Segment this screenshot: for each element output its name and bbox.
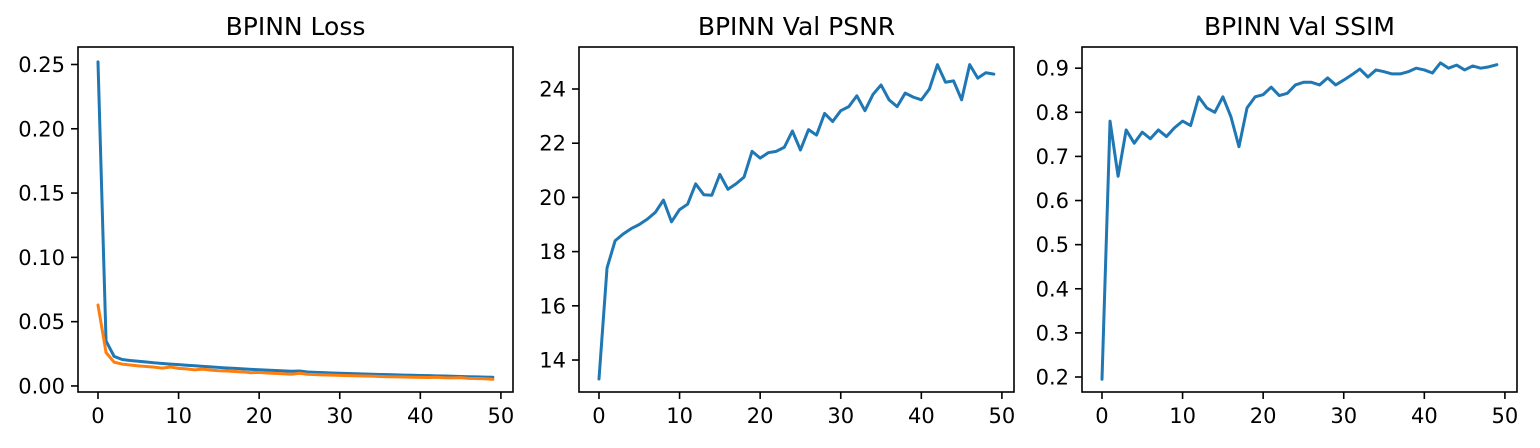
y-tick-label: 0.15 [18, 182, 65, 206]
y-tick-label: 0.3 [1036, 321, 1069, 345]
subplot-title-loss: BPINN Loss [225, 12, 366, 41]
axes-frame [1081, 46, 1518, 393]
x-tick-label: 40 [407, 404, 434, 428]
line-series_1 [1100, 61, 1499, 381]
y-tick-label: 0.20 [18, 117, 65, 141]
y-tick-label: 0.00 [18, 374, 65, 398]
subplot-title-val-ssim: BPINN Val SSIM [1203, 12, 1395, 41]
subplot-2: 0 10 20 30 40 50 0.2 0.3 0.4 0.5 0.6 0.7 0.8 0.9 [1036, 46, 1519, 428]
axes-frame [578, 46, 1015, 393]
y-tick-label: 0.10 [18, 246, 65, 270]
line-series_1 [597, 63, 996, 381]
x-tick-label: 50 [488, 404, 515, 428]
y-tick-label: 0.25 [18, 53, 65, 77]
subplot-0: 0 10 20 30 40 50 0.00 0.05 0.10 0.15 0.20 0.25 [18, 46, 515, 428]
x-tick-label: 30 [1330, 404, 1357, 428]
subplot-1: 0 10 20 30 40 50 14 16 18 20 22 24 [539, 46, 1016, 428]
y-tick-label: 0.5 [1036, 233, 1069, 257]
x-tick-label: 0 [91, 404, 104, 428]
y-tick-label: 22 [539, 132, 566, 156]
y-tick-label: 24 [539, 78, 566, 102]
y-tick-label: 0.4 [1036, 277, 1069, 301]
x-tick-label: 40 [908, 404, 935, 428]
y-tick-label: 0.7 [1036, 145, 1069, 169]
x-tick-label: 30 [326, 404, 353, 428]
x-tick-label: 20 [747, 404, 774, 428]
x-tick-label: 10 [666, 404, 693, 428]
axes-frame [77, 46, 514, 393]
x-tick-label: 40 [1411, 404, 1438, 428]
line-series_1 [96, 60, 495, 379]
x-tick-label: 10 [1169, 404, 1196, 428]
y-tick-label: 20 [539, 186, 566, 210]
x-tick-label: 50 [1492, 404, 1519, 428]
y-tick-label: 0.8 [1036, 101, 1069, 125]
x-tick-label: 10 [165, 404, 192, 428]
y-tick-label: 0.05 [18, 310, 65, 334]
x-tick-label: 20 [246, 404, 273, 428]
y-tick-label: 0.2 [1036, 366, 1069, 390]
y-tick-label: 18 [539, 240, 566, 264]
y-tick-label: 16 [539, 294, 566, 318]
y-tick-label: 0.9 [1036, 57, 1069, 81]
subplot-title-val-psnr: BPINN Val PSNR [697, 12, 896, 41]
y-tick-label: 14 [539, 349, 566, 373]
x-tick-label: 30 [827, 404, 854, 428]
x-tick-label: 50 [989, 404, 1016, 428]
line-series_2 [96, 303, 495, 381]
x-tick-label: 20 [1250, 404, 1277, 428]
x-tick-label: 0 [1095, 404, 1108, 428]
x-tick-label: 0 [592, 404, 605, 428]
y-tick-label: 0.6 [1036, 189, 1069, 213]
